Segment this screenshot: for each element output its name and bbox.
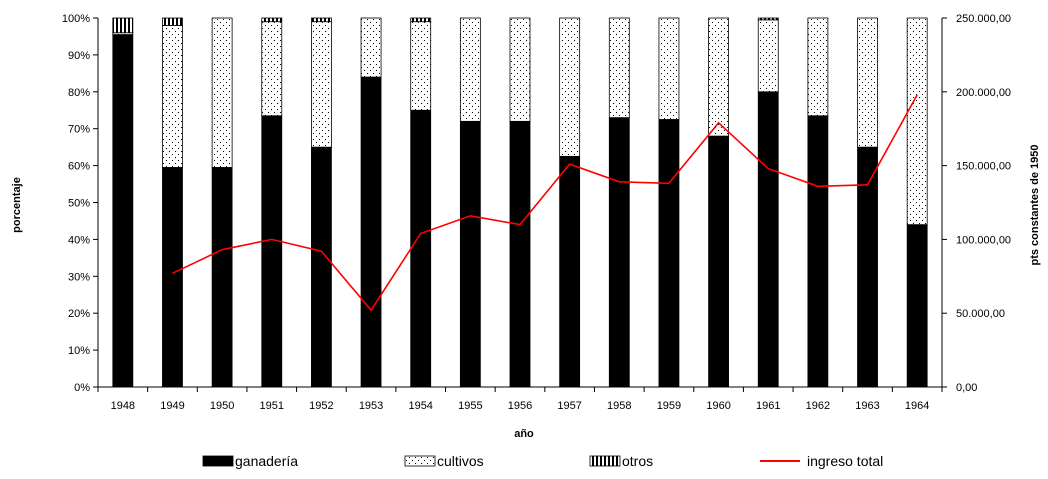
bar-otros-1961: [757, 17, 779, 21]
bar-otros-1949: [162, 17, 183, 26]
x-tick-label: 1956: [508, 400, 532, 412]
bar-cultivos-1953: [360, 17, 382, 78]
x-tick-label: 1958: [607, 400, 631, 412]
left-tick-label: 90%: [68, 50, 90, 62]
legend-label-otros: otros: [622, 453, 653, 469]
bar-cultivos-1963: [857, 17, 878, 148]
x-tick-label: 1949: [160, 400, 184, 412]
left-tick-label: 70%: [68, 124, 90, 136]
bar-otros-1948: [112, 17, 134, 34]
x-axis-ticks: 1948 1949 1950 1951 1952 1953 1954 1955 1956 1957…: [97, 387, 943, 412]
bar-cultivos-1959: [658, 17, 680, 120]
bar-cultivos-1951: [261, 21, 283, 117]
bar-cultivos-1949: [162, 24, 183, 168]
y-axis-title-left: porcentaje: [11, 177, 23, 233]
right-tick-label: 200.000,00: [956, 87, 1011, 99]
x-axis-title: año: [514, 428, 534, 440]
x-tick-label: 1961: [756, 400, 780, 412]
line-series: [172, 94, 918, 312]
bar-ganadería-1960: [708, 135, 729, 388]
bar-series: [112, 17, 928, 388]
bar-ganadería-1954: [410, 109, 432, 388]
x-tick-label: 1950: [210, 400, 234, 412]
right-tick-label: 100.000,00: [956, 234, 1011, 246]
bar-ganadería-1957: [559, 155, 581, 388]
bar-ganadería-1950: [211, 167, 233, 388]
x-tick-label: 1951: [260, 400, 284, 412]
x-tick-label: 1960: [706, 400, 730, 412]
bar-cultivos-1955: [459, 17, 481, 122]
right-tick-label: 50.000,00: [956, 308, 1005, 320]
left-tick-label: 40%: [68, 234, 90, 246]
right-tick-label: 150.000,00: [956, 161, 1011, 173]
x-tick-label: 1955: [458, 400, 482, 412]
x-tick-label: 1952: [309, 400, 333, 412]
legend: ganadería cultivos otros ingreso total: [202, 453, 883, 469]
legend-label-ingreso total: ingreso total: [807, 453, 883, 469]
x-tick-label: 1954: [408, 400, 432, 412]
left-tick-label: 60%: [68, 161, 90, 173]
x-tick-label: 1957: [557, 400, 581, 412]
right-tick-label: 250.000,00: [956, 13, 1011, 25]
bar-ganadería-1951: [261, 115, 283, 388]
left-tick-label: 30%: [68, 271, 90, 283]
legend-swatch-otros: [589, 455, 621, 467]
left-tick-label: 100%: [62, 13, 90, 25]
x-tick-label: 1964: [905, 400, 929, 412]
line-ingreso total: [172, 94, 918, 312]
bar-cultivos-1960: [708, 17, 729, 137]
bar-ganadería-1962: [807, 115, 829, 388]
left-axis-ticks: 0% 10% 20% 30% 40% 50% 60% 70% 80% 90% 100%: [62, 13, 98, 394]
x-tick-label: 1948: [111, 400, 135, 412]
legend-swatch-cultivos: [404, 455, 436, 467]
left-tick-label: 10%: [68, 345, 90, 357]
bar-ganadería-1964: [906, 224, 928, 388]
bar-ganadería-1948: [112, 34, 134, 388]
x-tick-label: 1963: [855, 400, 879, 412]
bar-ganadería-1961: [757, 91, 779, 388]
y-axis-title-right: pts constantes de 1950: [1029, 144, 1041, 265]
bar-cultivos-1962: [807, 17, 829, 117]
bar-otros-1954: [410, 17, 432, 23]
bar-cultivos-1956: [509, 17, 531, 122]
bar-cultivos-1961: [757, 19, 779, 93]
x-tick-label: 1953: [359, 400, 383, 412]
bar-cultivos-1958: [608, 17, 630, 119]
bar-ganadería-1956: [509, 120, 531, 388]
right-tick-label: 0,00: [956, 382, 977, 394]
bar-ganadería-1949: [162, 167, 183, 388]
bar-ganadería-1958: [608, 117, 630, 388]
bar-cultivos-1952: [311, 21, 332, 148]
bar-ganadería-1959: [658, 119, 680, 388]
bar-ganadería-1955: [459, 120, 481, 388]
legend-swatch-ganadería: [202, 455, 234, 467]
left-tick-label: 0%: [74, 382, 90, 394]
left-tick-label: 80%: [68, 87, 90, 99]
bar-cultivos-1957: [559, 17, 581, 157]
bar-otros-1951: [261, 17, 283, 23]
right-axis-ticks: 0,00 50.000,00 100.000,00 150.000,00 200.000…: [942, 13, 1011, 394]
x-tick-label: 1962: [806, 400, 830, 412]
left-tick-label: 20%: [68, 308, 90, 320]
left-tick-label: 50%: [68, 198, 90, 210]
legend-label-cultivos: cultivos: [437, 453, 484, 469]
bar-ganadería-1953: [360, 76, 382, 388]
bar-cultivos-1950: [211, 17, 233, 168]
bar-otros-1952: [311, 17, 332, 23]
legend-label-ganadería: ganadería: [235, 453, 298, 469]
bar-ganadería-1952: [311, 146, 332, 388]
x-tick-label: 1959: [657, 400, 681, 412]
bar-cultivos-1964: [906, 17, 928, 226]
bar-cultivos-1954: [410, 21, 432, 111]
